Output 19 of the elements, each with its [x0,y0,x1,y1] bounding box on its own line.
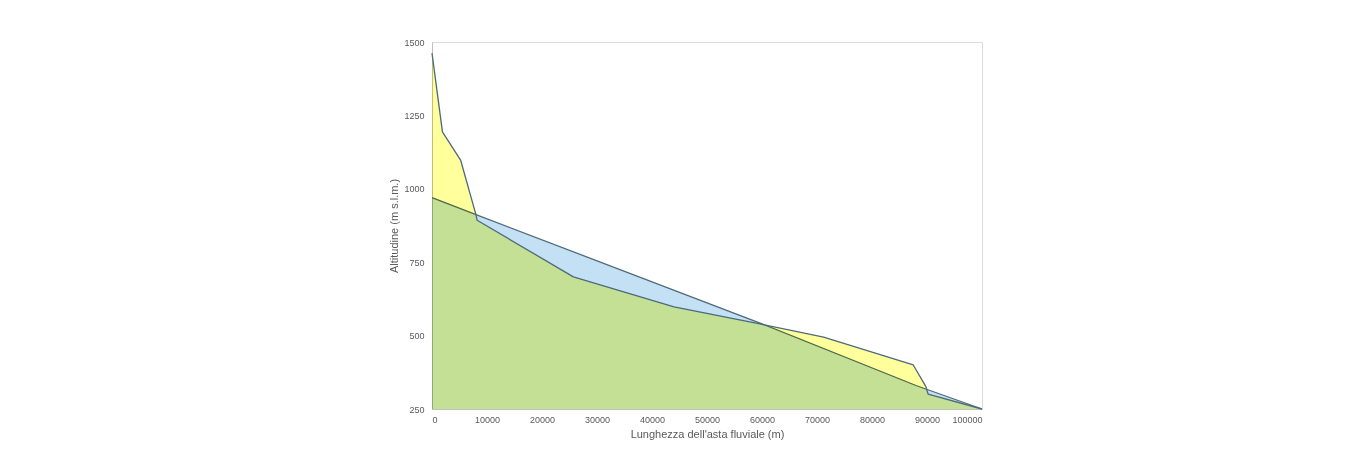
y-tick-label: 1000 [404,184,425,195]
x-tick-label: 50000 [694,414,721,425]
x-tick-label: 0 [432,414,438,425]
x-axis-title: Lunghezza dell'asta fluviale (m) [630,427,785,440]
x-tick-label: 90000 [914,414,941,425]
x-tick-label: 10000 [474,414,501,425]
x-tick-label: 80000 [859,414,886,425]
x-tick-label: 70000 [804,414,831,425]
y-tick-label: 1250 [404,110,425,121]
y-tick-label: 750 [409,257,425,268]
x-tick-label: 60000 [749,414,776,425]
x-tick-label: 40000 [639,414,666,425]
x-tick-label: 100000 [952,414,983,425]
y-axis-title: Altitudine (m s.l.m.) [388,178,401,274]
y-tick-label: 500 [409,331,425,342]
y-tick-label: 1500 [404,37,425,48]
y-tick-label: 250 [409,404,425,415]
x-tick-label: 30000 [584,414,611,425]
x-tick-label: 20000 [529,414,556,425]
